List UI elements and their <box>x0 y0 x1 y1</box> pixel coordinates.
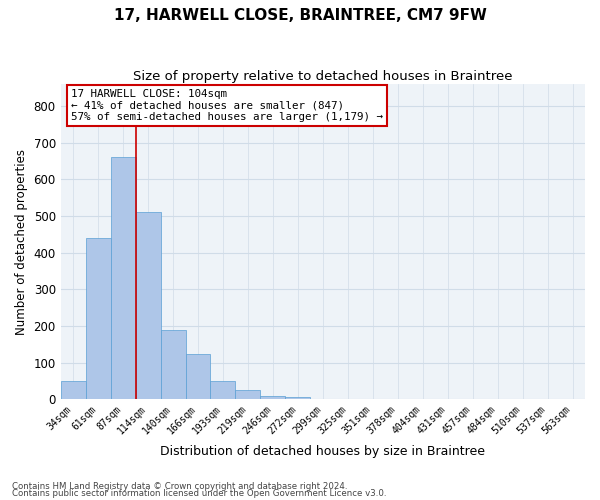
Text: 17 HARWELL CLOSE: 104sqm
← 41% of detached houses are smaller (847)
57% of semi-: 17 HARWELL CLOSE: 104sqm ← 41% of detach… <box>71 89 383 122</box>
Bar <box>86 238 110 400</box>
Bar <box>286 398 310 400</box>
Text: Contains HM Land Registry data © Crown copyright and database right 2024.: Contains HM Land Registry data © Crown c… <box>12 482 347 491</box>
Bar <box>235 390 260 400</box>
Bar <box>211 381 235 400</box>
Bar <box>260 396 286 400</box>
Y-axis label: Number of detached properties: Number of detached properties <box>15 148 28 334</box>
Bar <box>61 381 86 400</box>
Bar <box>310 398 335 400</box>
Bar <box>161 330 185 400</box>
Bar <box>136 212 161 400</box>
X-axis label: Distribution of detached houses by size in Braintree: Distribution of detached houses by size … <box>160 444 485 458</box>
Title: Size of property relative to detached houses in Braintree: Size of property relative to detached ho… <box>133 70 512 83</box>
Text: Contains public sector information licensed under the Open Government Licence v3: Contains public sector information licen… <box>12 490 386 498</box>
Bar <box>110 158 136 400</box>
Bar <box>185 354 211 400</box>
Text: 17, HARWELL CLOSE, BRAINTREE, CM7 9FW: 17, HARWELL CLOSE, BRAINTREE, CM7 9FW <box>113 8 487 22</box>
